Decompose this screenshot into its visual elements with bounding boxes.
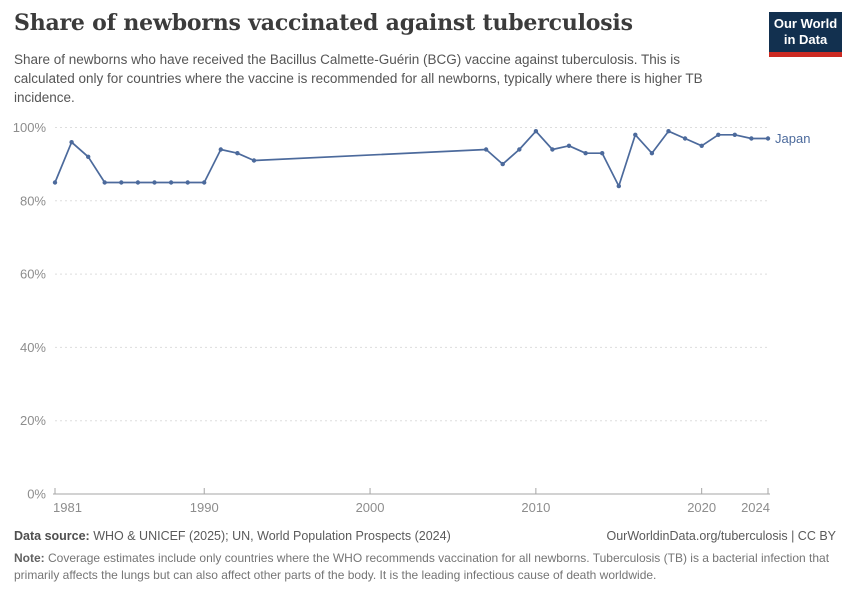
owid-logo-line2: in Data — [783, 32, 828, 48]
footer-note-text: Coverage estimates include only countrie… — [14, 551, 830, 582]
data-point[interactable] — [102, 180, 107, 185]
data-source: Data source: WHO & UNICEF (2025); UN, Wo… — [14, 529, 451, 543]
data-point[interactable] — [566, 143, 572, 148]
data-point[interactable] — [732, 132, 737, 137]
data-point[interactable] — [202, 180, 207, 185]
x-tick-label: 1981 — [53, 500, 82, 515]
y-tick-label: 80% — [20, 193, 46, 208]
data-point[interactable] — [649, 151, 655, 156]
series-line-japan[interactable] — [54, 130, 769, 187]
data-source-label: Data source: — [14, 529, 90, 543]
data-point[interactable] — [86, 154, 91, 159]
data-point[interactable] — [666, 129, 671, 134]
y-tick-label: 40% — [20, 340, 46, 355]
owid-license-link[interactable]: OurWorldinData.org/tuberculosis | CC BY — [606, 529, 837, 543]
data-point[interactable] — [682, 136, 688, 141]
chart-footer: Data source: WHO & UNICEF (2025); UN, Wo… — [14, 529, 836, 583]
data-point[interactable] — [152, 180, 157, 185]
data-point[interactable] — [517, 147, 522, 152]
data-point[interactable] — [135, 180, 141, 185]
data-point[interactable] — [616, 183, 621, 189]
footer-note: Note: Coverage estimates include only co… — [14, 550, 836, 583]
data-point[interactable] — [119, 180, 124, 185]
data-point[interactable] — [251, 158, 257, 163]
data-source-text: WHO & UNICEF (2025); UN, World Populatio… — [89, 529, 451, 543]
footer-note-label: Note: — [14, 551, 45, 565]
data-point[interactable] — [749, 136, 754, 141]
x-tick-label: 2020 — [687, 500, 716, 515]
y-tick-label: 20% — [20, 413, 46, 428]
page-title: Share of newborns vaccinated against tub… — [14, 10, 633, 36]
data-point[interactable] — [716, 132, 721, 137]
owid-logo-line1: Our World — [773, 16, 838, 31]
data-point[interactable] — [235, 151, 240, 156]
data-point[interactable] — [600, 151, 605, 156]
x-tick-label: 2010 — [521, 500, 550, 515]
data-point[interactable] — [699, 143, 704, 148]
y-tick-label: 0% — [27, 487, 46, 502]
y-tick-label: 60% — [20, 267, 46, 282]
data-point[interactable] — [483, 147, 489, 152]
data-point[interactable] — [168, 180, 174, 185]
data-point[interactable] — [583, 151, 588, 156]
data-point[interactable] — [633, 132, 638, 137]
data-point[interactable] — [69, 140, 74, 145]
data-point[interactable] — [185, 180, 190, 185]
data-point[interactable] — [52, 180, 58, 185]
data-point[interactable] — [500, 161, 505, 167]
x-tick-label: 1990 — [190, 500, 219, 515]
data-point[interactable] — [533, 129, 539, 134]
x-tick-label: 2024 — [741, 500, 770, 515]
series-label-japan[interactable]: Japan — [775, 131, 810, 146]
line-chart[interactable]: 0% 20% 40% 60% 80% 100% 1981 1990 2000 2010 2020 20… — [0, 115, 850, 523]
data-point[interactable] — [218, 147, 223, 152]
data-point[interactable] — [550, 147, 555, 152]
y-tick-label: 100% — [13, 120, 47, 135]
owid-logo[interactable]: Our World in Data — [769, 12, 842, 57]
data-point[interactable] — [765, 136, 771, 141]
chart-subtitle: Share of newborns who have received the … — [14, 52, 703, 106]
x-tick-label: 2000 — [356, 500, 385, 515]
